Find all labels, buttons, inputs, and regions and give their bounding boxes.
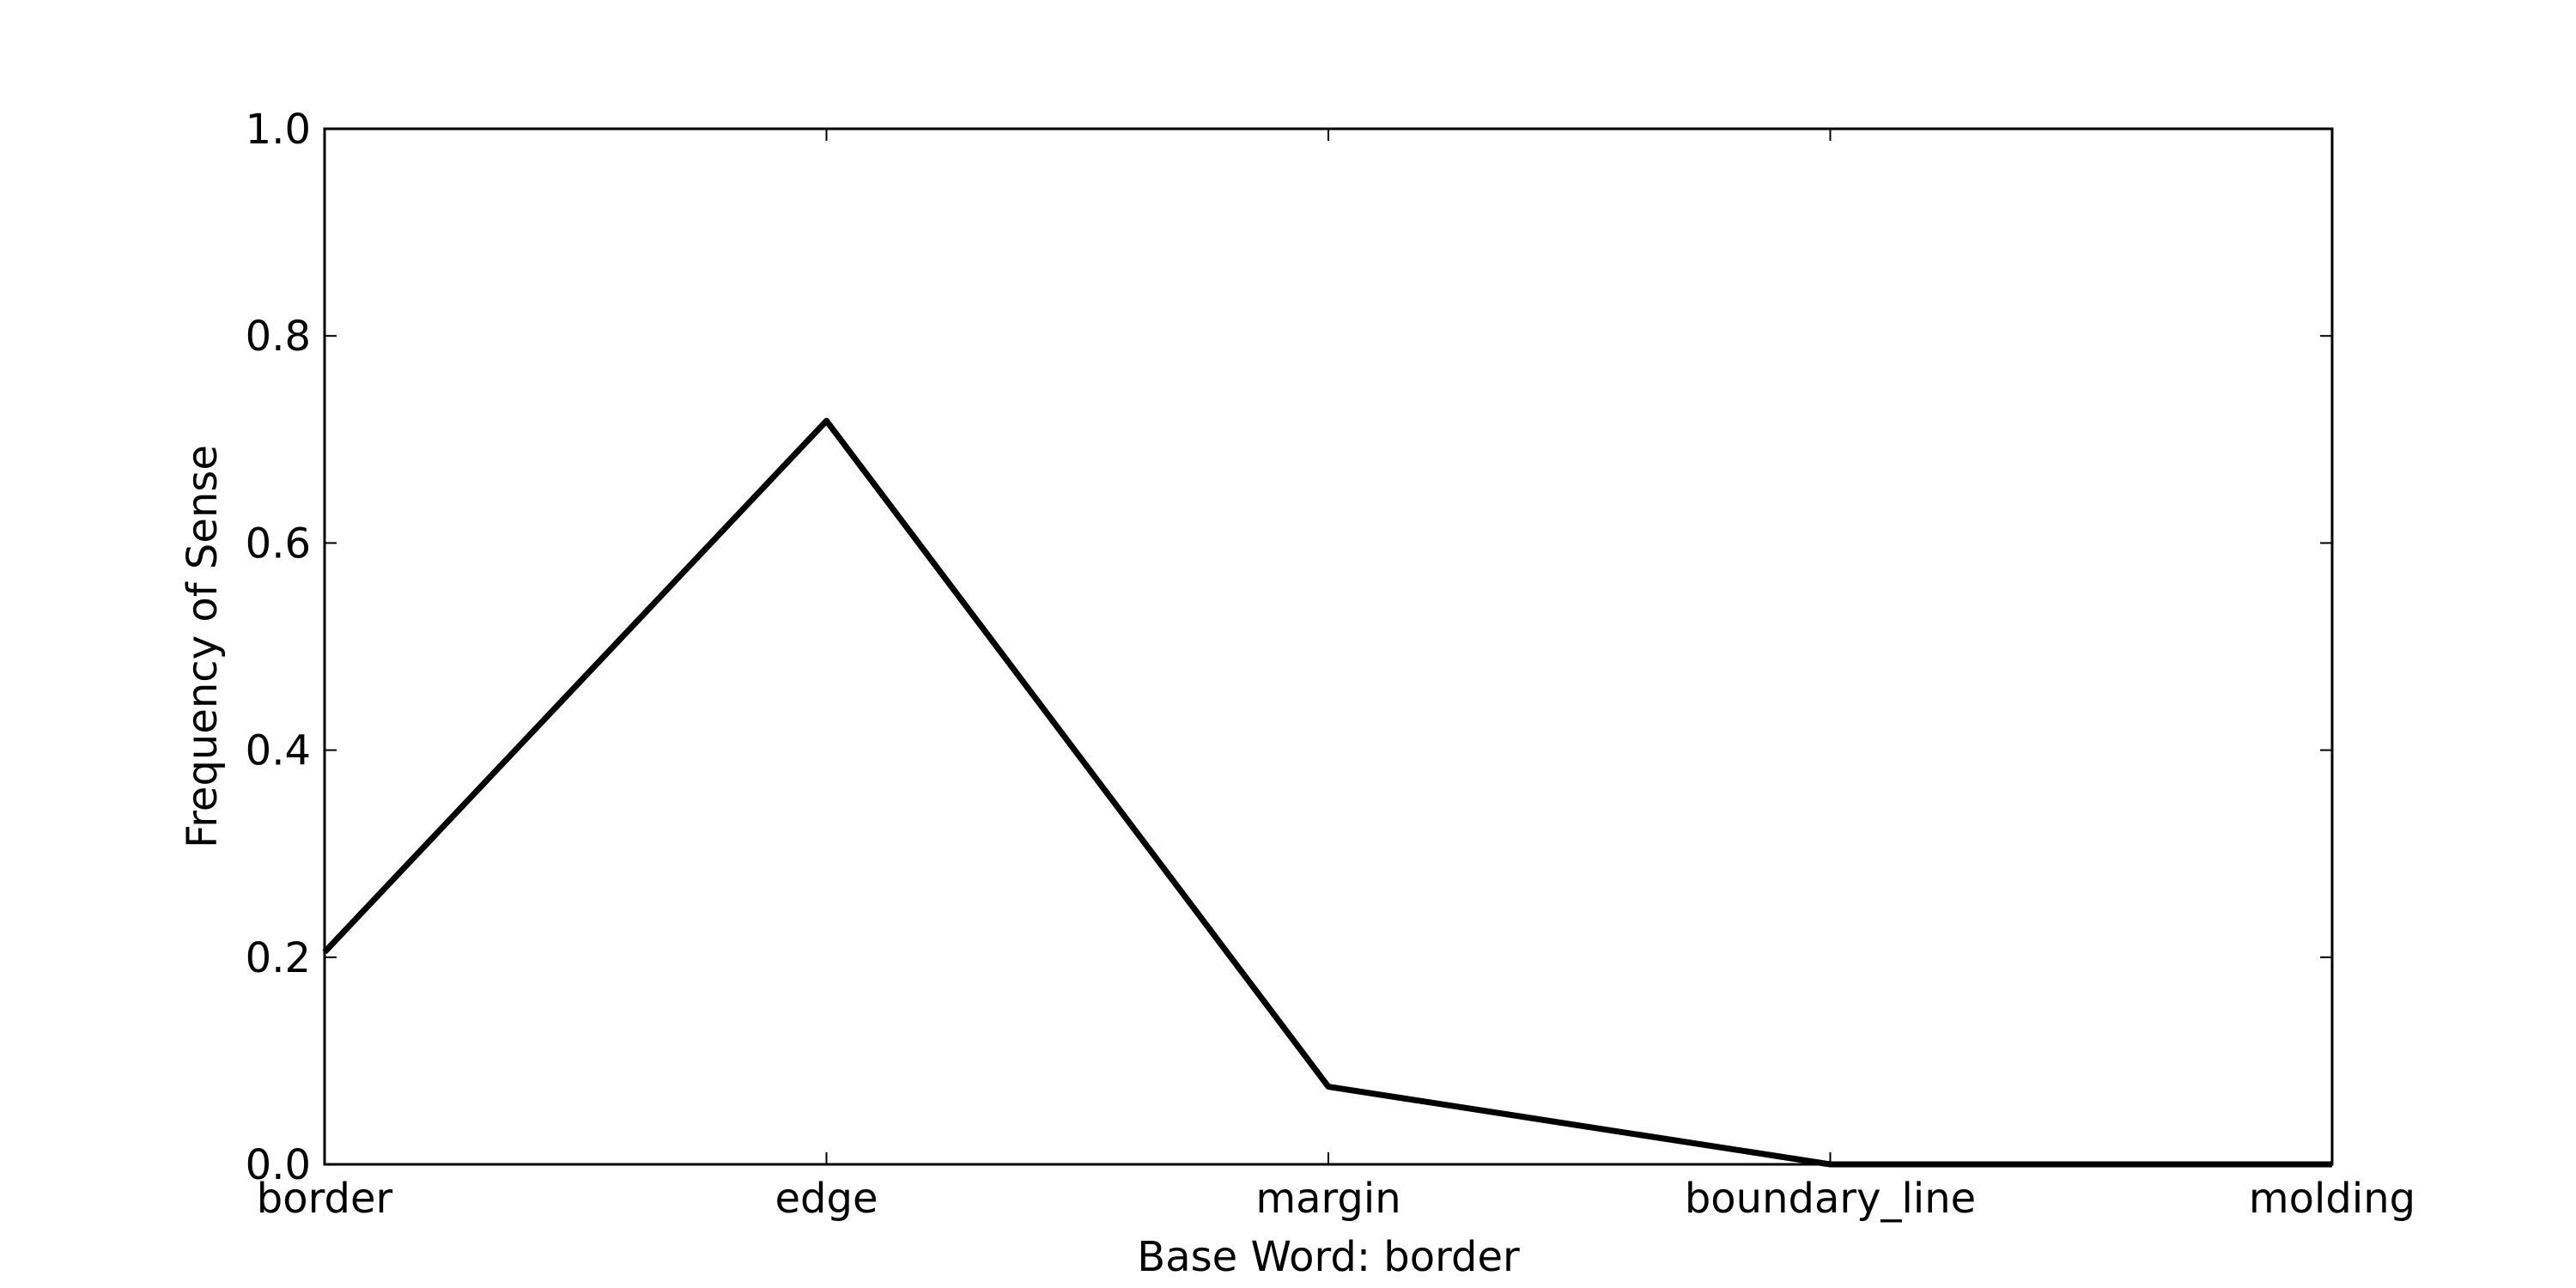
- x-tick-label: margin: [1255, 1175, 1400, 1223]
- y-tick-label: 0.0: [246, 1141, 311, 1189]
- x-tick-label: molding: [2249, 1175, 2415, 1223]
- y-tick-label: 0.2: [246, 934, 311, 982]
- tick-labels: 0.0 0.2 0.4 0.6 0.8 1.0 border edge margin bounda…: [246, 106, 2415, 1223]
- x-tick-label: boundary_line: [1685, 1175, 1976, 1223]
- x-tick-label: border: [257, 1175, 393, 1223]
- y-tick-label: 0.4: [246, 727, 311, 775]
- y-axis-label: Frequency of Sense: [179, 445, 227, 848]
- y-tick-label: 0.8: [246, 313, 311, 361]
- y-tick-label: 0.6: [246, 519, 311, 568]
- y-tick-label: 1.0: [246, 106, 311, 154]
- plot-frame: [323, 127, 2334, 1166]
- x-tick-label: edge: [775, 1175, 878, 1223]
- x-axis-label: Base Word: border: [1137, 1233, 1520, 1281]
